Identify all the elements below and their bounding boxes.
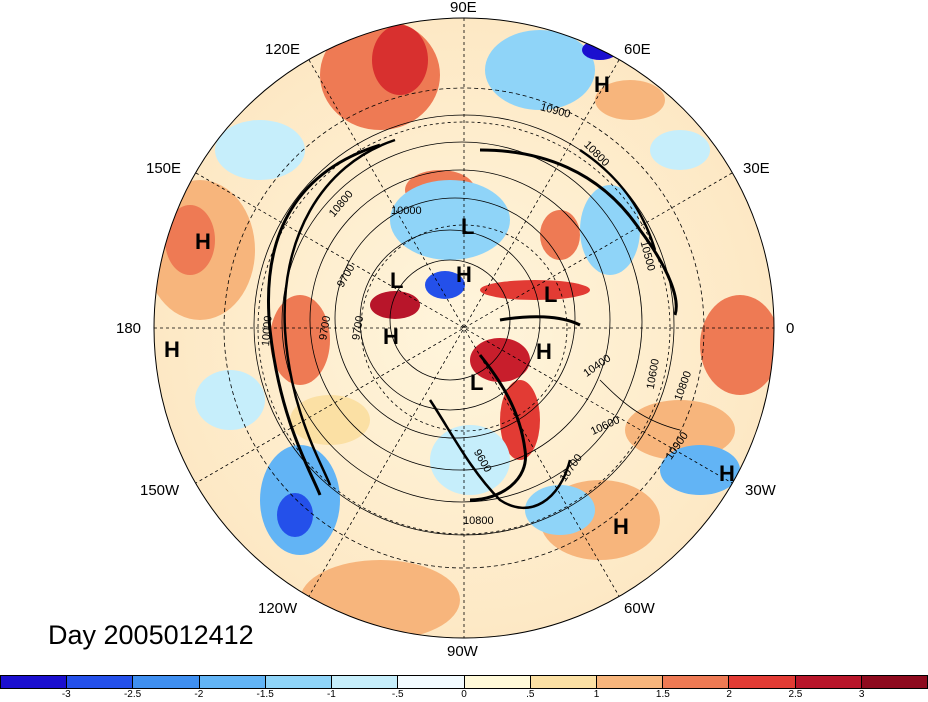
low-center: L: [470, 370, 484, 395]
lon-label-150e: 150E: [146, 160, 182, 177]
high-center: H: [383, 324, 399, 349]
colorbar-swatch: [265, 676, 333, 688]
high-center: H: [164, 337, 180, 362]
colorbar: [0, 675, 928, 689]
low-center: L: [544, 282, 558, 307]
colorbar-tick-label: 1.5: [655, 689, 670, 700]
colorbar-tick-label: 2.5: [788, 689, 803, 700]
colorbar-tick-label: -3: [61, 689, 71, 700]
lon-label-90e: 90E: [450, 0, 477, 16]
colorbar-swatch: [332, 676, 399, 688]
colorbar-tick-label: .5: [526, 689, 535, 700]
lon-label-120e: 120E: [265, 41, 301, 58]
high-center: H: [536, 339, 552, 364]
colorbar-tick-label: -2.5: [123, 689, 142, 700]
colorbar-tick-label: 0: [461, 689, 467, 700]
colorbar-swatch: [795, 676, 862, 688]
colorbar-swatch: [663, 676, 730, 688]
lon-label-90w: 90W: [447, 643, 478, 660]
colorbar-tick-label: 1: [593, 689, 600, 700]
high-center: H: [613, 514, 629, 539]
lon-label-30e: 30E: [743, 160, 770, 177]
high-center: H: [456, 262, 472, 287]
colorbar-tick-label: -2: [194, 689, 204, 700]
graticule: [154, 18, 774, 638]
lon-label-120w: 120W: [258, 600, 298, 617]
colorbar-tick-label: 3: [858, 689, 865, 700]
high-center: H: [195, 229, 211, 254]
colorbar-tick-label: -.5: [391, 689, 404, 700]
colorbar-swatch: [729, 676, 796, 688]
lon-label-150w: 150W: [140, 482, 180, 499]
low-center: L: [390, 268, 404, 293]
high-center: H: [719, 461, 735, 486]
lon-label-180: 180: [116, 320, 142, 337]
colorbar-tick-label: -1: [326, 689, 336, 700]
colorbar-tick-label: -1.5: [256, 689, 274, 700]
colorbar-swatch: [530, 676, 597, 688]
colorbar-swatch: [861, 676, 928, 688]
colorbar-tick-label: 2: [726, 689, 732, 700]
colorbar-swatch: [67, 676, 134, 688]
map-boundary: [153, 17, 775, 639]
high-center: H: [594, 72, 610, 97]
colorbar-swatch: [398, 676, 465, 688]
colorbar-swatch: [1, 676, 68, 688]
contour-label: 10800: [463, 515, 494, 527]
date-title: Day 2005012412: [48, 620, 254, 650]
low-center: L: [461, 214, 475, 239]
colorbar-swatch: [596, 676, 664, 688]
lon-label-60e: 60E: [624, 41, 651, 58]
colorbar-swatch: [133, 676, 200, 688]
colorbar-swatch: [199, 676, 266, 688]
contour-label: 10000: [391, 205, 422, 217]
lon-label-30w: 30W: [745, 482, 776, 499]
colorbar-swatch: [464, 676, 531, 688]
lon-label-60w: 60W: [624, 600, 655, 617]
lon-label-0: 0: [786, 320, 795, 337]
